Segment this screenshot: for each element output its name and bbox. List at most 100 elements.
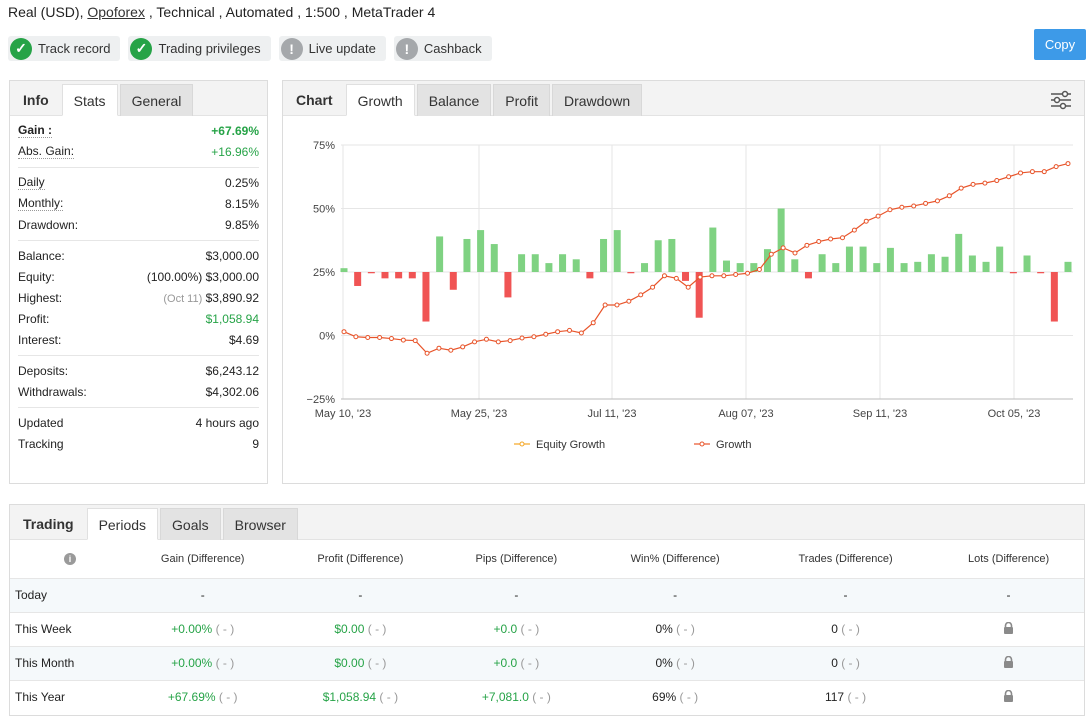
lock-icon[interactable] xyxy=(1003,655,1014,668)
chart-bar xyxy=(477,230,485,272)
tab-goals[interactable]: Goals xyxy=(160,508,221,540)
badge-live-update[interactable]: ! Live update xyxy=(278,36,386,61)
chart-bar xyxy=(436,236,444,272)
account-prefix: Real (USD), xyxy=(8,4,88,20)
chart-bar xyxy=(886,247,894,272)
chart-bar xyxy=(873,263,881,272)
account-suffix: , Technical , Automated , 1:500 , MetaTr… xyxy=(144,4,436,20)
chart-bar xyxy=(422,272,430,322)
badges-row: ✓ Track record ✓ Trading privileges ! Li… xyxy=(8,36,492,61)
badge-cashback[interactable]: ! Cashback xyxy=(393,36,492,61)
growth-point xyxy=(412,338,418,344)
badge-track-record[interactable]: ✓ Track record xyxy=(8,36,121,61)
tab-balance[interactable]: Balance xyxy=(416,84,492,116)
chart-bar xyxy=(531,254,539,272)
growth-point xyxy=(816,239,822,245)
balance-value: $3,000.00 xyxy=(205,248,259,263)
exclamation-icon: ! xyxy=(280,37,303,60)
info-icon[interactable]: i xyxy=(64,552,76,565)
chart-bar xyxy=(463,238,471,272)
profit-value: $0.00 xyxy=(334,656,365,670)
legend-equity-marker xyxy=(519,441,525,447)
chart-bar xyxy=(968,255,976,272)
growth-point xyxy=(590,320,596,326)
growth-point xyxy=(970,181,976,187)
tracking-value: 9 xyxy=(252,436,259,451)
tab-stats[interactable]: Stats xyxy=(61,84,118,116)
tab-browser[interactable]: Browser xyxy=(222,508,298,540)
cell-gain: +0.00% ( - ) xyxy=(125,645,281,680)
cell-profit: $0.00 ( - ) xyxy=(280,611,441,646)
chart-bar xyxy=(1064,261,1072,272)
growth-point xyxy=(1041,169,1047,175)
interest-value: $4.69 xyxy=(228,332,259,347)
cell-lots xyxy=(933,679,1084,714)
chart-bar xyxy=(408,272,416,279)
cell-gain: - xyxy=(125,577,281,612)
profit-value: $1,058.94 xyxy=(322,690,377,705)
chart-bar xyxy=(763,249,771,272)
growth-point xyxy=(994,178,1000,184)
tab-info[interactable]: Info xyxy=(23,92,49,108)
drawdown-label: Drawdown: xyxy=(18,217,79,232)
tracking-label: Tracking xyxy=(18,436,64,451)
cell-lots xyxy=(933,611,1084,646)
win-diff: ( - ) xyxy=(672,622,695,636)
equity-percent: (100.00%) xyxy=(146,269,203,284)
chart-bar xyxy=(518,254,526,272)
growth-point xyxy=(745,270,751,276)
tab-periods[interactable]: Periods xyxy=(86,508,159,540)
header-pips: Pips (Difference) xyxy=(475,552,558,565)
pips-value: +0.0 xyxy=(493,622,518,636)
broker-link[interactable]: Opoforex xyxy=(87,4,145,20)
lock-icon[interactable] xyxy=(1003,621,1014,634)
highest-date: (Oct 11) xyxy=(163,292,203,305)
growth-point xyxy=(839,235,845,241)
equity-amount: $3,000.00 xyxy=(205,269,259,284)
growth-point xyxy=(780,245,786,251)
period-label: This Year xyxy=(10,679,125,714)
tab-drawdown[interactable]: Drawdown xyxy=(551,84,643,116)
chart-bar xyxy=(709,227,717,272)
tab-general[interactable]: General xyxy=(119,84,194,116)
badge-label: Track record xyxy=(38,41,111,56)
growth-point xyxy=(1006,174,1012,180)
chart-bar xyxy=(600,238,608,272)
growth-point xyxy=(887,207,893,213)
y-tick-label: 50% xyxy=(313,204,335,216)
cell-gain: +0.00% ( - ) xyxy=(125,611,281,646)
stats-gain-group: Gain : +67.69% Abs. Gain: +16.96% xyxy=(18,116,259,168)
equity-value: (100.00%) $3,000.00 xyxy=(147,270,259,284)
profit-value: - xyxy=(358,588,363,602)
y-tick-label: 0% xyxy=(319,331,335,343)
table-row: This Month +0.00% ( - ) $0.00 ( - ) +0.0 ( … xyxy=(10,645,1084,680)
growth-point xyxy=(495,339,501,345)
growth-point xyxy=(756,266,762,272)
lock-icon[interactable] xyxy=(1003,689,1014,702)
tab-trading[interactable]: Trading xyxy=(23,516,74,532)
growth-point xyxy=(353,334,359,340)
growth-point xyxy=(768,251,774,257)
badge-trading-privileges[interactable]: ✓ Trading privileges xyxy=(128,36,271,61)
info-header: i xyxy=(10,540,125,578)
tab-growth[interactable]: Growth xyxy=(345,84,415,116)
copy-button[interactable]: Copy xyxy=(1034,29,1086,60)
chart-bar xyxy=(641,263,649,272)
tab-profit[interactable]: Profit xyxy=(493,84,550,116)
abs-gain-label: Abs. Gain: xyxy=(18,144,75,159)
gain-value: +67.69% xyxy=(167,690,216,705)
highest-label: Highest: xyxy=(18,290,63,305)
tab-chart[interactable]: Chart xyxy=(296,92,333,108)
chart-bar xyxy=(722,260,730,272)
period-label: This Week xyxy=(10,611,125,646)
chart-bar xyxy=(559,254,567,272)
win-value: 69% xyxy=(652,690,677,705)
growth-point xyxy=(828,236,834,242)
legend-growth-label: Growth xyxy=(716,439,751,451)
gain-diff: ( - ) xyxy=(215,690,238,705)
growth-point xyxy=(448,347,454,353)
info-panel: Info Stats General Gain : +67.69% Abs. Ga… xyxy=(9,80,268,484)
trades-value: 0 xyxy=(831,656,838,670)
withdrawals-label: Withdrawals: xyxy=(18,384,87,399)
chart-settings-icon[interactable] xyxy=(1050,90,1072,110)
